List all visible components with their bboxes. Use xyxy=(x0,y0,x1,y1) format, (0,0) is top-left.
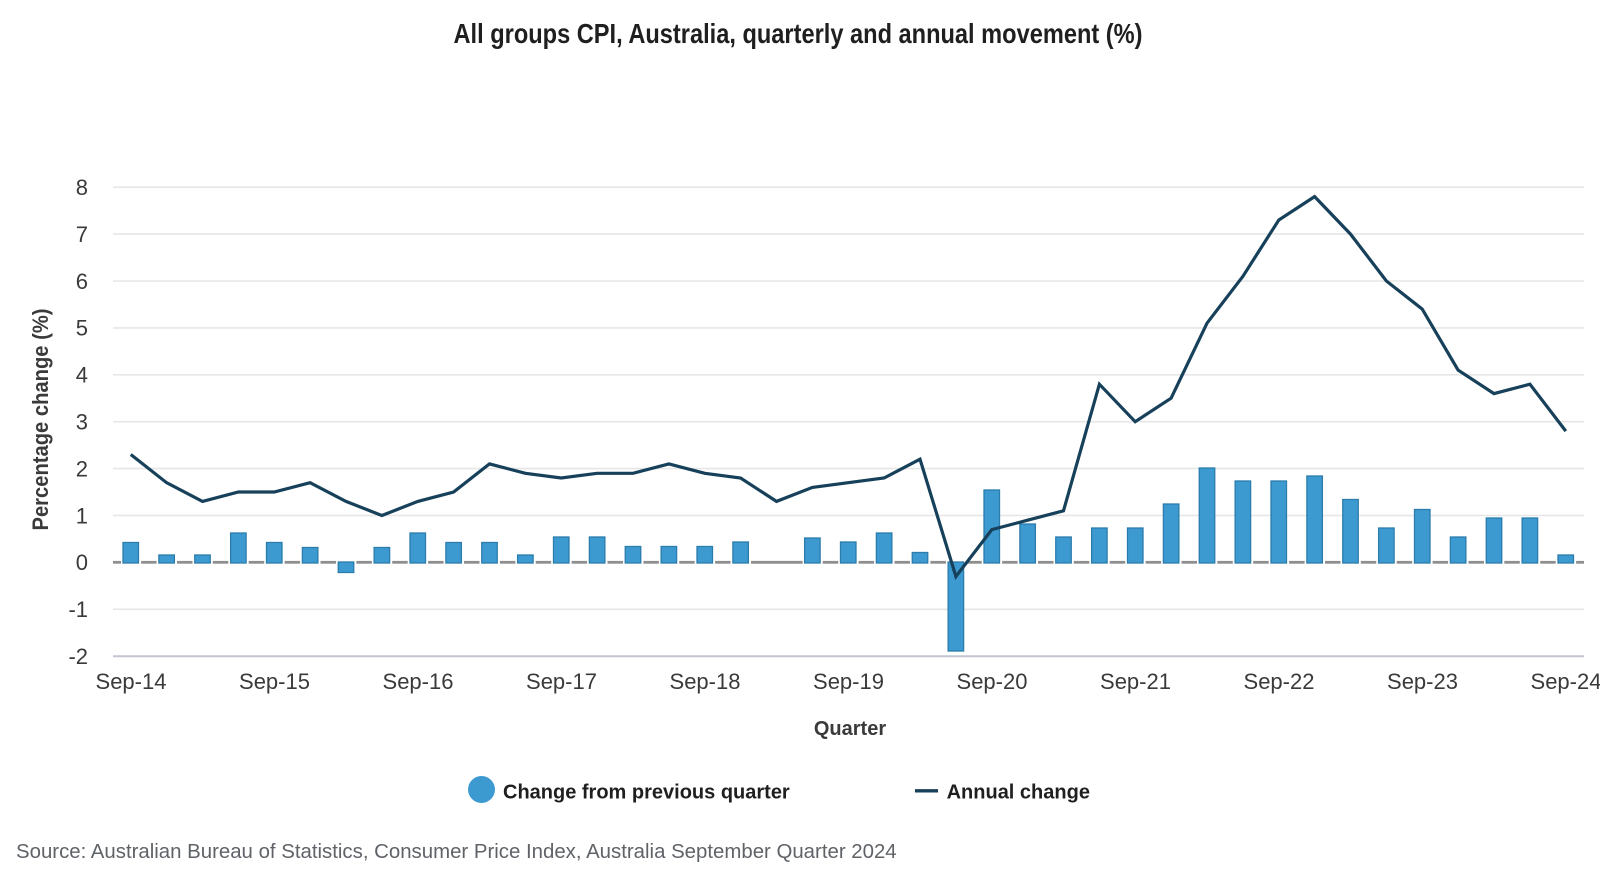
svg-text:6: 6 xyxy=(76,269,88,294)
svg-text:Change from previous quarter: Change from previous quarter xyxy=(503,782,790,804)
svg-text:Sep-21: Sep-21 xyxy=(1100,669,1171,694)
svg-text:Sep-24: Sep-24 xyxy=(1531,669,1600,694)
svg-text:Sep-16: Sep-16 xyxy=(383,669,454,694)
svg-text:Sep-17: Sep-17 xyxy=(526,669,597,694)
svg-text:3: 3 xyxy=(76,410,88,435)
svg-text:Quarter: Quarter xyxy=(814,718,886,740)
svg-text:Sep-14: Sep-14 xyxy=(96,669,167,694)
svg-text:Sep-22: Sep-22 xyxy=(1244,669,1315,694)
svg-text:-1: -1 xyxy=(68,597,88,622)
svg-text:Annual change: Annual change xyxy=(947,782,1090,804)
svg-text:-2: -2 xyxy=(68,644,88,669)
svg-text:7: 7 xyxy=(76,222,88,247)
svg-text:2: 2 xyxy=(76,456,88,481)
svg-text:8: 8 xyxy=(76,175,88,200)
svg-text:Sep-20: Sep-20 xyxy=(957,669,1028,694)
svg-text:4: 4 xyxy=(76,363,88,388)
svg-text:Sep-19: Sep-19 xyxy=(813,669,884,694)
svg-text:Sep-15: Sep-15 xyxy=(239,669,310,694)
svg-text:1: 1 xyxy=(76,503,88,528)
svg-text:Percentage change (%): Percentage change (%) xyxy=(28,309,53,531)
svg-text:5: 5 xyxy=(76,316,88,341)
svg-text:Source: Australian Bureau of S: Source: Australian Bureau of Statistics,… xyxy=(16,841,897,863)
svg-text:All groups CPI, Australia, qua: All groups CPI, Australia, quarterly and… xyxy=(454,18,1143,49)
svg-text:Sep-18: Sep-18 xyxy=(670,669,741,694)
svg-text:Sep-23: Sep-23 xyxy=(1387,669,1458,694)
svg-text:0: 0 xyxy=(76,550,88,575)
